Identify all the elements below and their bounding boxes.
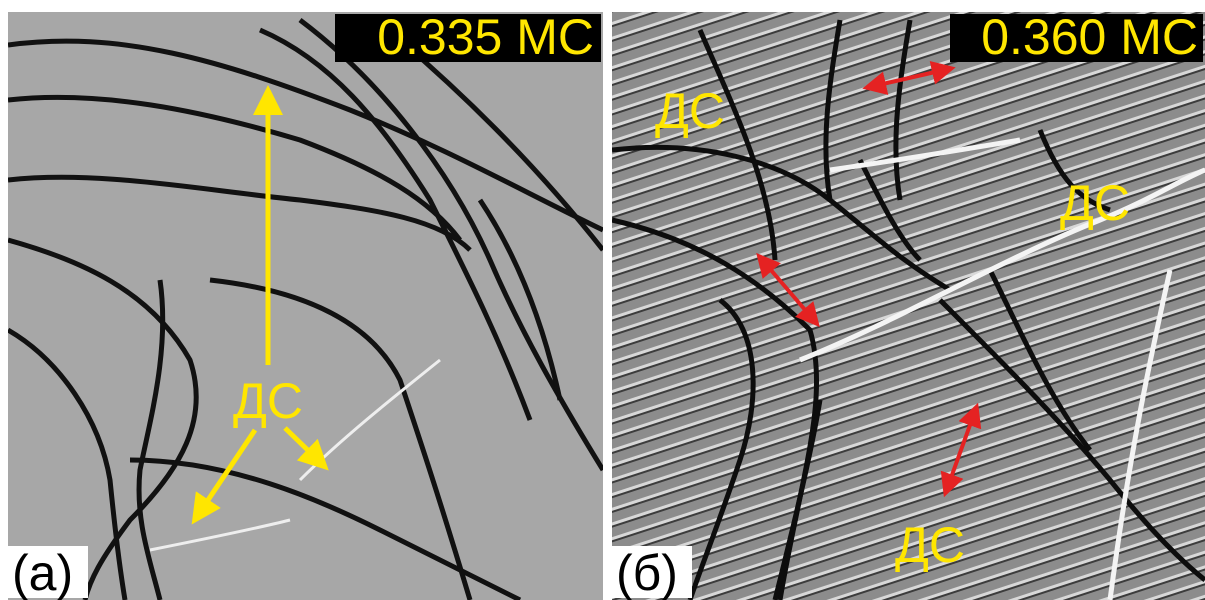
coverage-label: 0.335 МС [377, 9, 594, 65]
annotation: ДС [895, 517, 965, 573]
panel-label: (а) [12, 545, 73, 600]
panel-label: (б) [616, 545, 678, 600]
annotation: ДС [1060, 175, 1130, 231]
figure: 0.335 МС (а) ДС 0.360 МС (б) [0, 0, 1205, 600]
panel-a [8, 12, 603, 600]
annotation: ДС [655, 83, 725, 139]
annotation: ДС [233, 373, 303, 429]
coverage-label: 0.360 МС [981, 9, 1198, 65]
